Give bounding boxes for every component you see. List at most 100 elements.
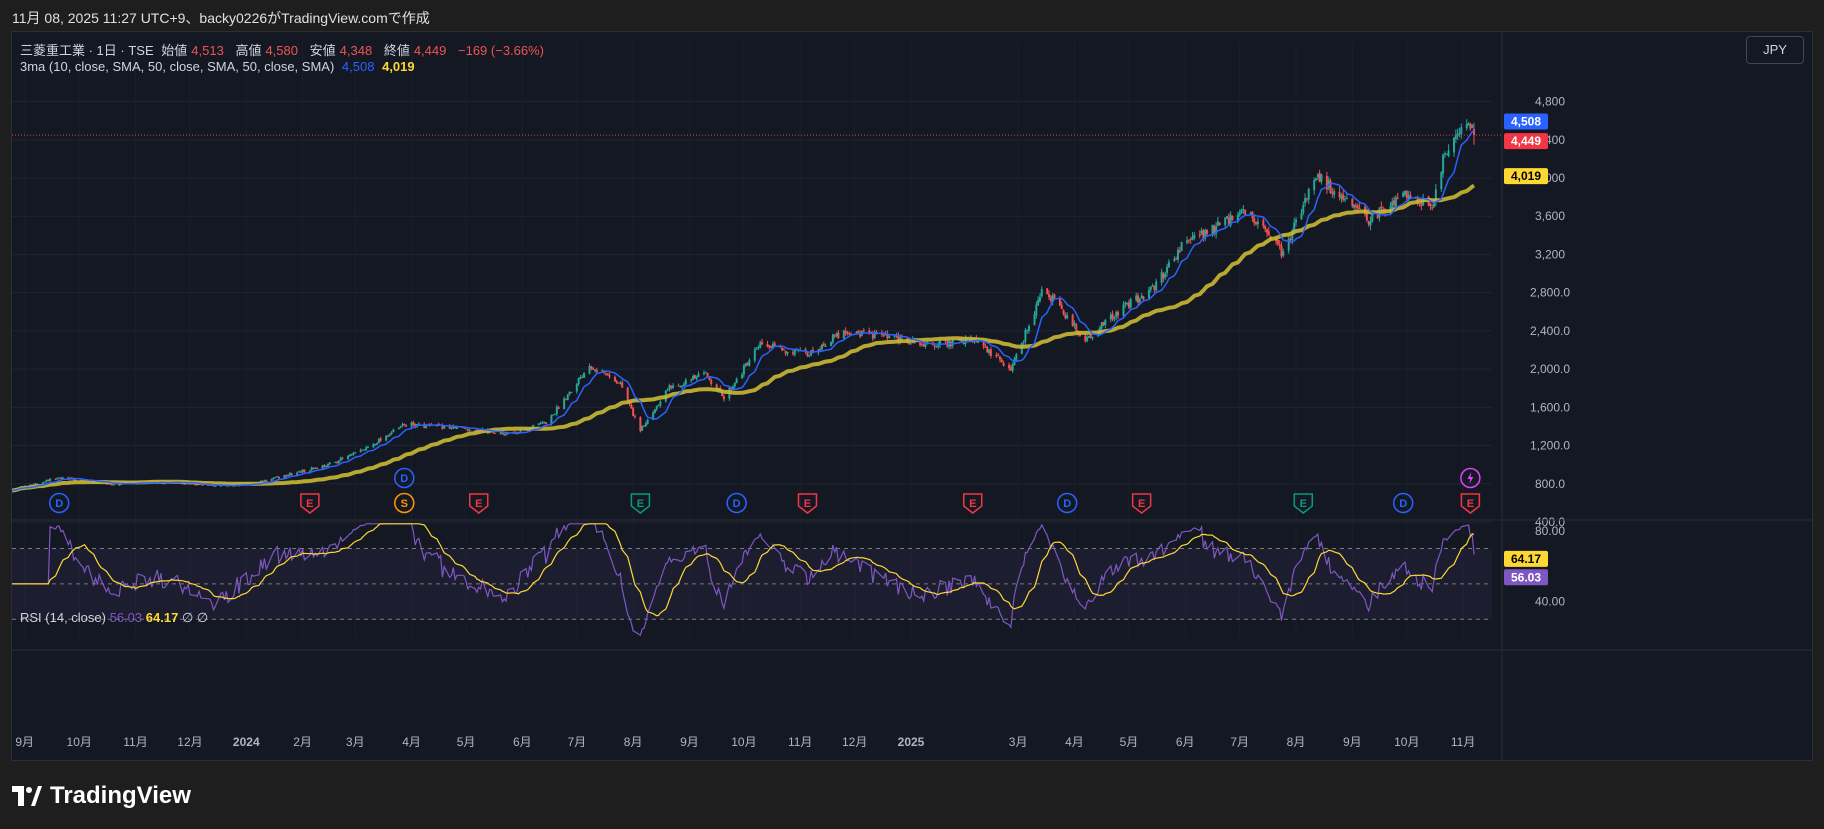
candle-body <box>855 332 858 335</box>
candle-body <box>1117 312 1120 316</box>
candle-body <box>1137 295 1140 303</box>
candle-body <box>821 344 824 349</box>
candle-body <box>873 331 876 339</box>
candle-body <box>112 484 115 486</box>
candle-body <box>1244 209 1247 215</box>
currency-button[interactable]: JPY <box>1746 36 1804 64</box>
candle-body <box>579 377 582 379</box>
candle-body <box>868 330 871 333</box>
candle-body <box>937 344 940 348</box>
candle-body <box>639 417 642 432</box>
candle-body <box>1109 314 1112 320</box>
candle-body <box>555 406 558 415</box>
hide-icon[interactable]: ∅ <box>181 610 194 625</box>
price-tick-label: 2,000.0 <box>1530 362 1570 376</box>
candle-body <box>919 342 922 346</box>
candle-body <box>1418 202 1421 204</box>
candle-body <box>848 333 851 335</box>
ma-fast-value: 4,508 <box>341 59 375 74</box>
ma-label[interactable]: 3ma (10, close, SMA, 50, close, SMA, 50,… <box>20 59 335 74</box>
rsi-value-bg <box>1504 569 1548 586</box>
candle-body <box>995 354 998 356</box>
price-label-bg <box>1504 133 1548 150</box>
candle-body <box>1380 206 1383 209</box>
candle-body <box>348 454 351 457</box>
candle-body <box>1000 359 1003 363</box>
candle-body <box>708 377 711 380</box>
candle-body <box>1111 313 1114 320</box>
candle-body <box>1231 215 1234 220</box>
candle-body <box>897 334 900 342</box>
symbol-label[interactable]: 三菱重工業 · 1日 · TSE <box>20 43 154 58</box>
candle-body <box>1037 299 1040 306</box>
price-label-bg <box>1504 168 1548 185</box>
candle-body <box>695 376 698 379</box>
time-tick-label: 7月 <box>1230 735 1249 749</box>
earnings-icon <box>300 493 320 514</box>
candle-body <box>210 484 213 486</box>
candle-body <box>1280 245 1283 257</box>
candle-body <box>977 340 980 343</box>
event-label: E <box>637 498 644 510</box>
candle-body <box>715 384 718 391</box>
candle-body <box>365 447 368 451</box>
candle-body <box>784 350 787 354</box>
tradingview-logo[interactable]: TradingView <box>12 782 191 810</box>
candle-body <box>924 342 927 347</box>
candle-body <box>285 475 288 477</box>
candle-body <box>1204 230 1207 239</box>
candle-body <box>1282 251 1285 256</box>
candle-body <box>626 387 629 402</box>
candle-body <box>265 480 268 482</box>
change-value: −169 (−3.66%) <box>458 43 545 58</box>
rsi-value-bg <box>1504 550 1548 567</box>
chart-canvas[interactable]: 4,8004,4004,0003,6003,2002,800.02,400.02… <box>12 32 1813 761</box>
candle-body <box>1358 208 1361 210</box>
settings-icon[interactable]: ∅ <box>196 610 209 625</box>
candle-body <box>552 414 555 416</box>
candle-body <box>1403 191 1406 195</box>
event-label: D <box>400 473 408 485</box>
candle-body <box>704 372 707 374</box>
candle-body <box>563 398 566 409</box>
candle-body <box>274 477 277 479</box>
candle-body <box>1414 197 1417 199</box>
close-value: 4,449 <box>413 43 447 58</box>
candle-body <box>455 427 458 430</box>
candle-body <box>1431 207 1434 209</box>
candle-body <box>1075 324 1078 332</box>
price-label-bg <box>1504 113 1548 130</box>
candle-body <box>1167 262 1170 268</box>
event-label: E <box>306 498 313 510</box>
candle-body <box>443 425 446 429</box>
rsi-tick-label: 40.00 <box>1535 595 1565 609</box>
candle-body <box>810 350 813 355</box>
candle-body <box>263 480 266 482</box>
candle-body <box>568 391 571 395</box>
candle-body <box>844 330 847 333</box>
candle-body <box>710 380 713 384</box>
time-tick-label: 10月 <box>67 735 92 749</box>
candle-body <box>296 472 299 476</box>
candle-body <box>423 423 426 429</box>
candle-body <box>1302 204 1305 213</box>
rsi-value-label: 56.03 <box>1511 570 1541 584</box>
candle-body <box>1229 214 1232 226</box>
candle-body <box>212 485 215 487</box>
candle-body <box>1226 216 1229 219</box>
candle-body <box>831 334 834 343</box>
candle-body <box>58 477 61 479</box>
candle-body <box>1453 137 1456 153</box>
candle-body <box>1265 229 1268 233</box>
chart-frame[interactable]: 4,800 4,400 4,000 3,600 3,200 2,800.0 2,400.0 2… <box>11 31 1813 761</box>
candle-body <box>276 476 279 478</box>
candle-body <box>554 413 557 415</box>
rsi-label[interactable]: RSI (14, close) <box>20 610 106 625</box>
candle-body <box>314 468 317 470</box>
candle-body <box>1084 335 1087 342</box>
candle-body <box>759 342 762 348</box>
candle-body <box>581 377 584 379</box>
candle-body <box>1086 337 1089 342</box>
candle-body <box>935 346 938 348</box>
candle-body <box>1142 296 1145 300</box>
